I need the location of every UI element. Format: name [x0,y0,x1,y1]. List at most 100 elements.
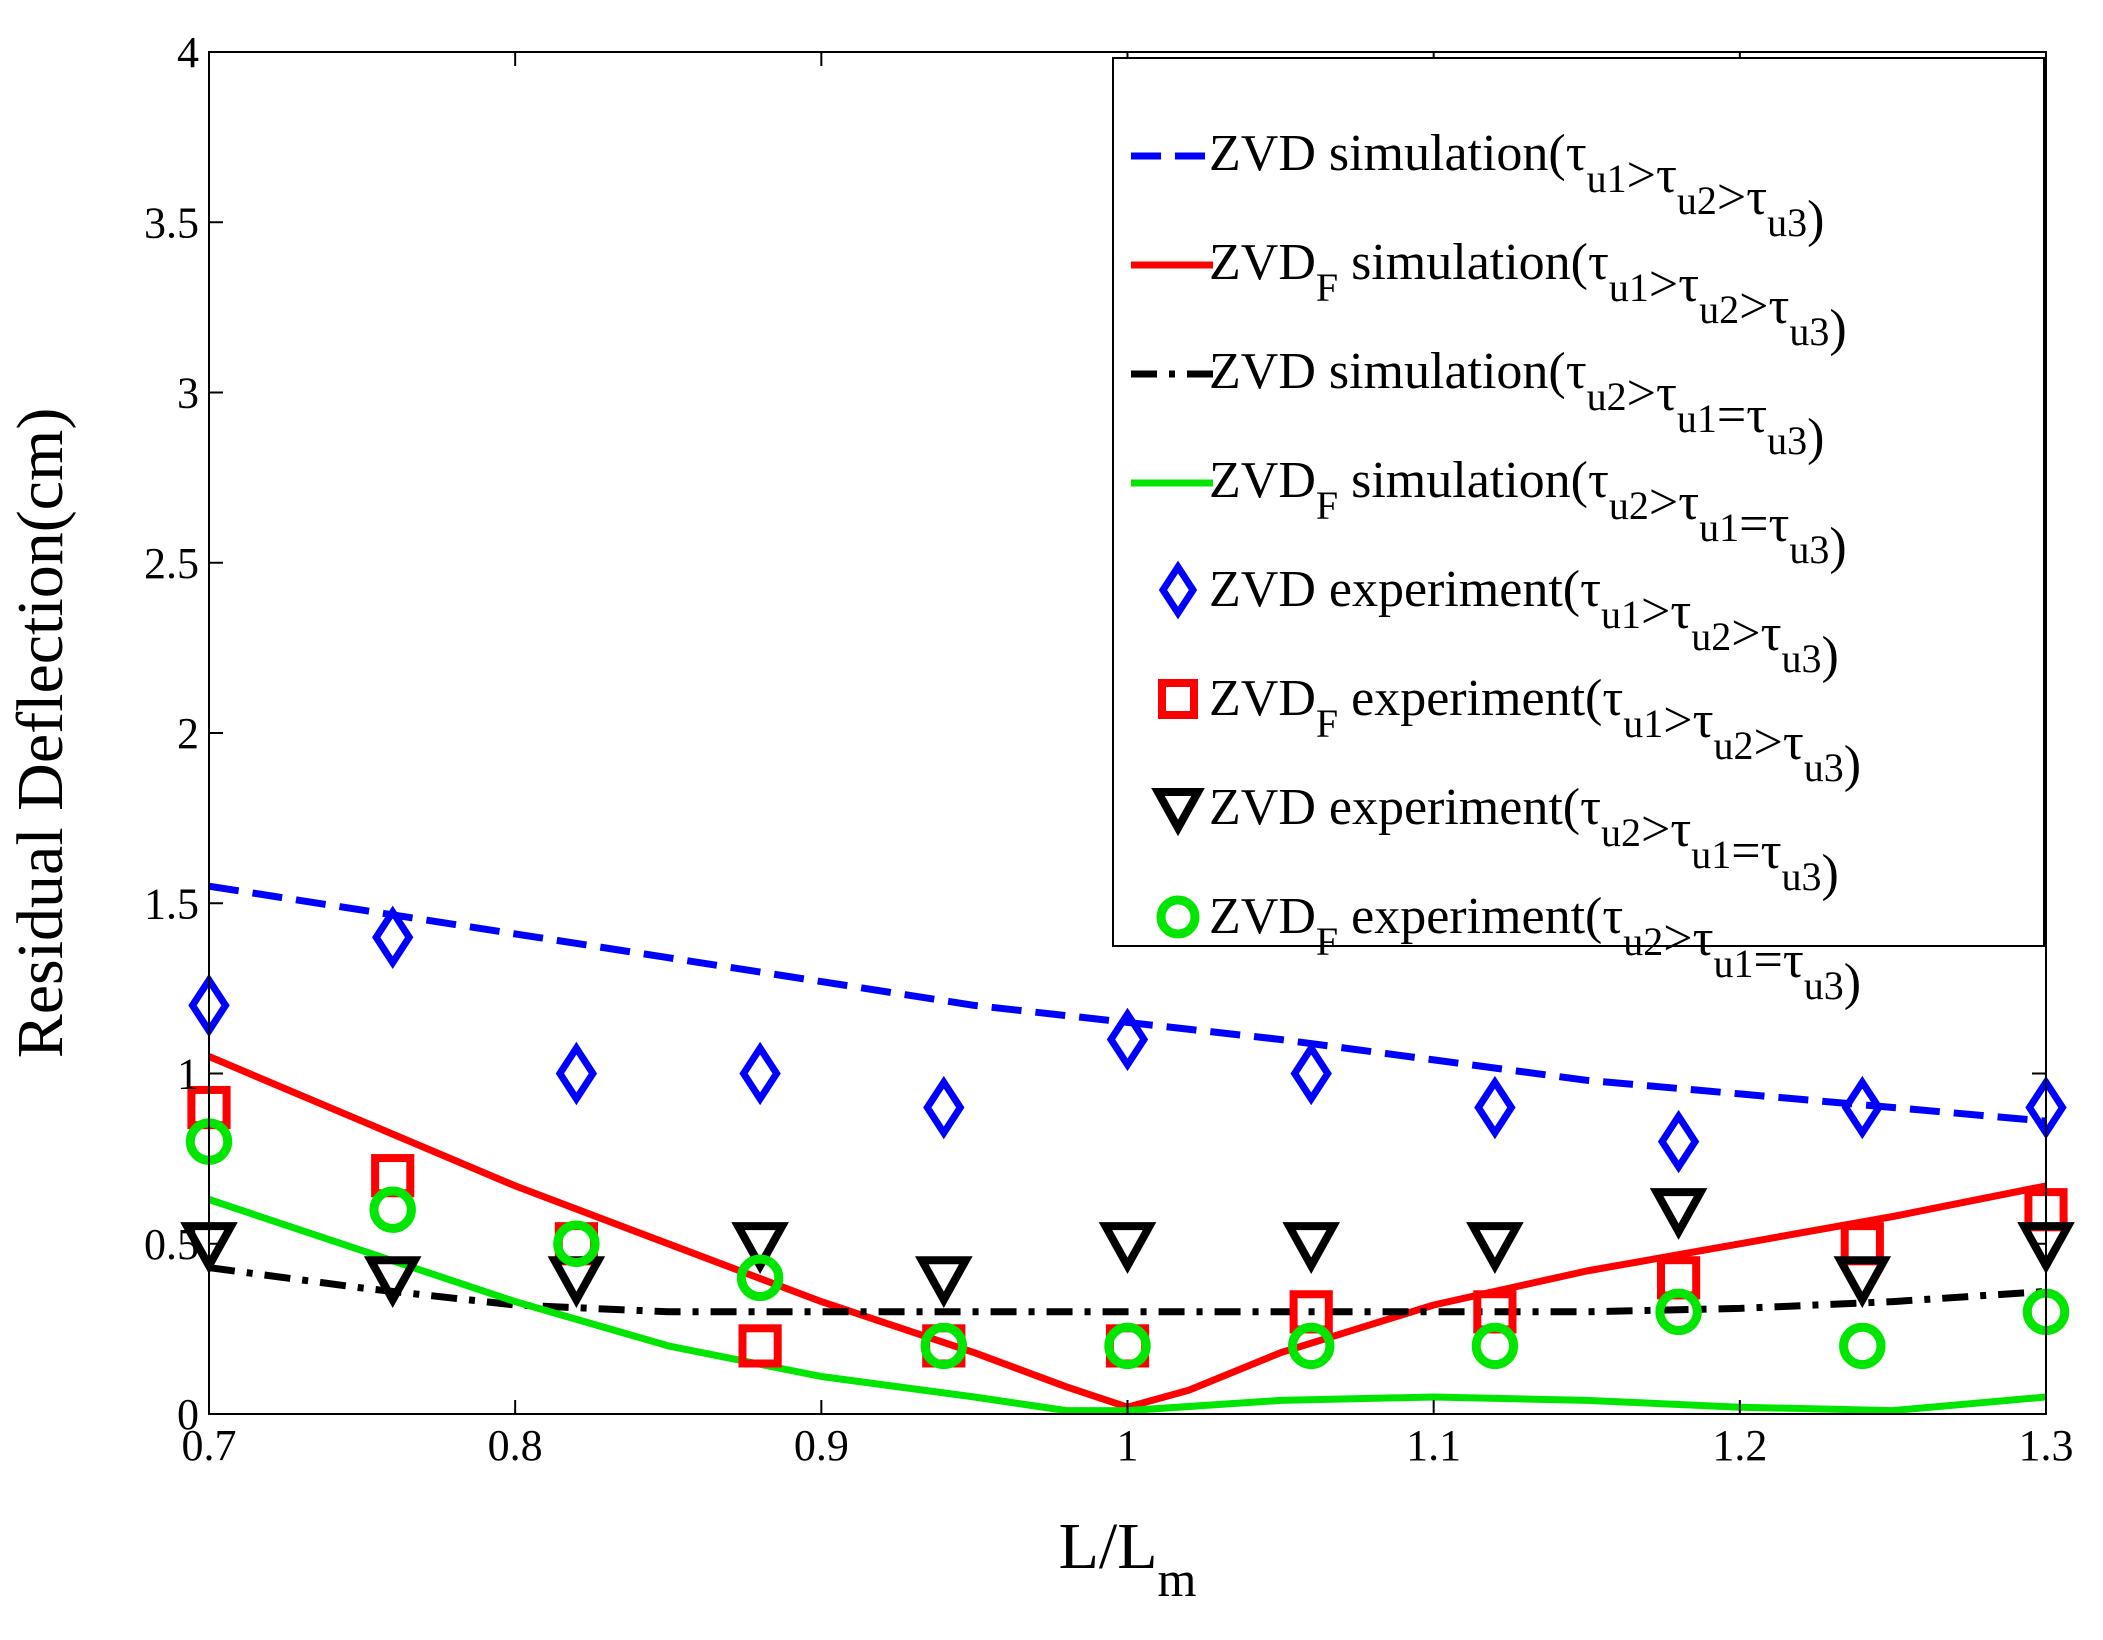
legend-kind: simulation( [1351,452,1588,509]
legend-marker-square [1158,679,1198,719]
legend-relation-subscript: u3 [1781,854,1821,899]
legend-relation-subscript: u1 [1691,832,1731,877]
data-point-square [738,1324,782,1368]
legend-label: ZVDF simulation(τu1>τu2>τu3) [1209,234,1847,357]
legend-relation-part: τ [1580,561,1601,618]
data-point-circle [1288,1322,1335,1370]
legend-relation-part: τ [1670,801,1691,858]
data-point-diamond [1474,1075,1516,1140]
legend-relation-part: > [1641,801,1670,858]
legend-relation-part: τ [1580,779,1601,836]
x-tick-label: 1.2 [1712,1421,1767,1470]
x-tick-label: 1.3 [2019,1421,2074,1470]
legend-box [1112,57,2045,947]
legend-entry: ZVD simulation(τu1>τu2>τu3) [1131,125,1824,248]
legend-relation-part: τ [1678,474,1699,531]
data-point-triangle-down [1282,1222,1340,1274]
legend-relation-subscript: u1 [1713,941,1753,986]
legend-relation-part: > [1641,583,1670,640]
y-tick-label: 2.5 [144,539,199,588]
legend-close-paren: ) [1829,300,1846,357]
legend-marker-circle [1156,895,1200,939]
legend-relation-subscript: u1 [1677,396,1717,441]
data-point-circle [1104,1322,1151,1370]
legend-label: ZVDF experiment(τu2>τu1=τu3) [1209,888,1861,1011]
x-tick-label: 1.1 [1406,1421,1461,1470]
legend-close-paren: ) [1807,409,1824,466]
y-tick-label: 4 [177,28,199,77]
legend-relation-part: τ [1678,256,1699,313]
legend-relation-subscript: u2 [1691,614,1731,659]
legend-method: ZVD [1209,779,1316,836]
legend-relation-subscript: u1 [1587,156,1627,201]
x-tick-label: 0.9 [794,1421,849,1470]
legend-kind: simulation( [1329,343,1566,400]
legend-relation-subscript: u1 [1623,701,1663,746]
data-point-triangle-down [363,1256,422,1309]
data-point-circle [1471,1322,1519,1370]
legend-kind: simulation( [1329,125,1566,182]
y-tick-label: 0.5 [144,1220,199,1269]
y-tick-label: 1.5 [144,879,199,928]
legend-relation-subscript: u3 [1804,745,1844,790]
legend-relation-part: τ [1783,714,1804,771]
legend-label: ZVD simulation(τu1>τu2>τu3) [1209,125,1824,248]
legend-relation-part: > [1663,692,1692,749]
legend-relation-subscript: u1 [1601,592,1641,637]
data-point-diamond [923,1075,965,1140]
x-tick-label: 1 [1117,1421,1139,1470]
legend-label: ZVDF simulation(τu2>τu1=τu3) [1209,452,1847,575]
data-point-diamond [739,1041,781,1106]
y-tick-label: 0 [177,1390,199,1439]
legend-relation-subscript: u2 [1623,919,1663,964]
series-line [209,1196,2046,1414]
legend-close-paren: ) [1829,518,1846,575]
legend-entry: ZVD experiment(τu1>τu2>τu3) [1158,560,1839,684]
legend-relation-subscript: u1 [1699,505,1739,550]
legend-entry: ZVDF simulation(τu1>τu2>τu3) [1131,234,1847,357]
legend-close-paren: ) [1821,627,1838,684]
legend-kind: experiment( [1351,888,1602,945]
data-point-diamond [1841,1075,1883,1140]
x-axis-label-main: L/L [1059,1510,1158,1583]
legend-method: ZVD [1209,343,1316,400]
legend-relation-part: > [1649,256,1678,313]
legend-relation-subscript: u3 [1789,527,1829,572]
legend-relation-part: τ [1746,169,1767,226]
legend-method: ZVD [1209,234,1316,291]
data-point-circle [920,1322,967,1370]
y-axis-label: Residual Deflection(cm) [4,408,77,1059]
legend-method: ZVD [1209,125,1316,182]
legend-relation-subscript: u2 [1677,178,1717,223]
legend-relation-part: τ [1656,365,1677,422]
legend-relation-subscript: u2 [1601,810,1641,855]
legend-relation-part: τ [1693,692,1714,749]
legend-relation-subscript: u2 [1699,287,1739,332]
legend-relation-part: τ [1588,234,1609,291]
legend-label: ZVDF experiment(τu1>τu2>τu3) [1209,670,1861,793]
legend-relation-subscript: u3 [1804,963,1844,1008]
legend-label: ZVD experiment(τu2>τu1=τu3) [1209,779,1839,902]
legend-close-paren: ) [1821,845,1838,902]
data-point-triangle-down [1098,1222,1157,1274]
data-point-diamond [1290,1041,1332,1106]
x-axis-label-subscript: m [1158,1551,1197,1607]
legend-label: ZVD simulation(τu2>τu1=τu3) [1209,343,1824,466]
y-tick-label: 2 [177,709,199,758]
legend-relation-part: > [1627,147,1656,204]
legend-relation-part: τ [1761,823,1782,880]
legend-label: ZVD experiment(τu1>τu2>τu3) [1209,561,1839,684]
legend-kind: experiment( [1351,670,1602,727]
legend-method-subscript: F [1316,483,1338,528]
legend-kind: simulation( [1351,234,1588,291]
legend-relation-part: τ [1566,125,1587,182]
legend-relation-part: τ [1768,278,1789,335]
series-1 [209,882,2046,1125]
data-point-diamond [555,1041,598,1106]
legend-entry: ZVD simulation(τu2>τu1=τu3) [1131,343,1824,466]
data-point-triangle-down [1466,1222,1524,1274]
legend-relation-subscript: u3 [1767,200,1807,245]
legend-method-subscript: F [1316,701,1338,746]
legend-relation-part: τ [1783,932,1804,989]
